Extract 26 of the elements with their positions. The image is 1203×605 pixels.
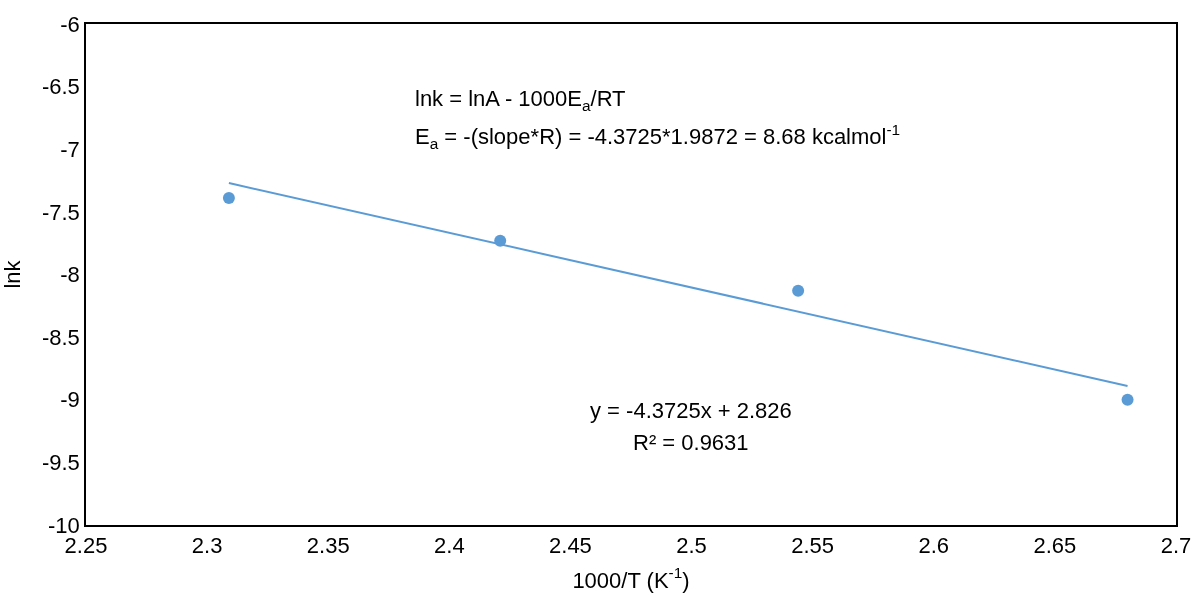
y-axis-title: lnk [0,259,26,289]
annotation: lnk = lnA - 1000E$_{a}$/RT [415,86,626,114]
x-tick-label: 2.5 [676,533,707,559]
x-tick-label: 2.7 [1160,533,1192,559]
annotation: y = -4.3725x + 2.826 [590,398,792,423]
y-tick-label: -9.5 [41,450,80,476]
y-tick-label: -7.5 [41,199,80,225]
x-tick-label: 2.3 [191,533,223,559]
y-tick-label: -7 [60,136,80,162]
annotation: E$_{a}$ = -(slope*R) = -4.3725*1.9872 = 8.68 kcalmol$^{-1}$ [415,121,901,152]
x-tick-label: 2.45 [549,533,592,559]
point [1121,393,1134,406]
y-tick-label: -6.5 [41,74,80,100]
point [792,284,805,297]
point [222,192,235,205]
annotation: R² = 0.9631 [633,430,749,455]
y-tick-label: -8.5 [41,324,80,350]
x-tick-label: 2.65 [1033,533,1077,559]
x-axis-title: 1000/T (K$^{-1}$) [572,564,690,593]
x-tick-label: 2.4 [434,533,465,559]
x-tick-label: 2.6 [918,533,950,559]
x-tick-label: 2.55 [791,533,835,559]
x-tick-label: 2.35 [306,533,350,559]
y-tick-label: -6 [60,11,80,37]
y-tick-label: -9 [60,387,80,413]
y-tick-label: -8 [60,262,80,288]
